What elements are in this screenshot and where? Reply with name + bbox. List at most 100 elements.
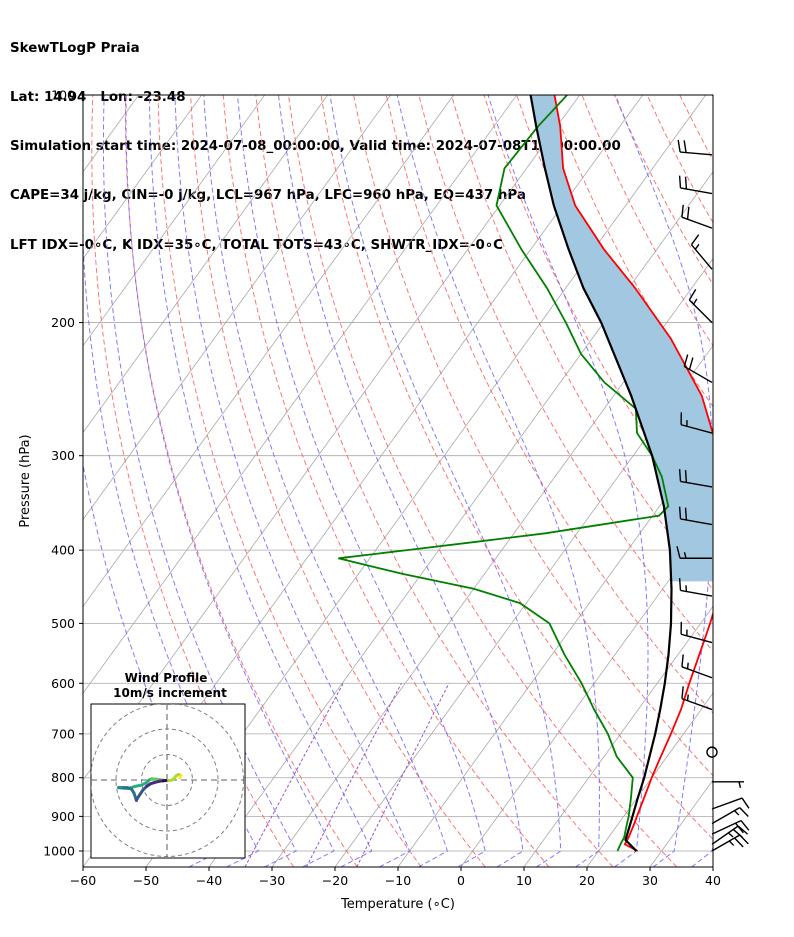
mixing-ratio-line [244, 683, 344, 867]
x-tick-label: −20 [322, 873, 348, 888]
dry-adiabat [483, 95, 713, 530]
moist-adiabat [614, 95, 713, 867]
dry-adiabat [190, 95, 486, 867]
isotherm-line [0, 95, 76, 867]
title-times: Simulation start time: 2024-07-08_00:00:… [10, 139, 621, 155]
dry-adiabat [222, 95, 550, 867]
wind-barbs [676, 139, 750, 852]
x-tick-label: 10 [516, 873, 532, 888]
dry-adiabat [745, 95, 794, 867]
x-tick-label: −50 [133, 873, 159, 888]
wind-barb [711, 797, 750, 810]
dry-adiabat [711, 95, 713, 98]
hodograph-plot [91, 704, 245, 858]
moist-adiabat [396, 95, 600, 867]
wind-barb [681, 204, 713, 229]
isotherm-line [83, 95, 329, 434]
x-tick-label: 30 [642, 873, 658, 888]
dry-adiabat [778, 95, 794, 867]
parcel-line [529, 95, 673, 852]
isotherm-line [0, 95, 13, 867]
isotherm-line [83, 95, 455, 607]
y-tick-label: 500 [51, 616, 75, 631]
hodograph-inset: Wind Profile 10m/s increment [90, 671, 246, 859]
dry-adiabat [450, 95, 713, 591]
y-axis-label: Pressure (hPa) [18, 434, 33, 527]
moist-adiabat [487, 95, 649, 867]
moist-adiabat [125, 95, 335, 867]
isotherm-line [334, 344, 713, 867]
isotherm-line [83, 95, 392, 521]
wind-barb [712, 781, 744, 788]
isotherm-line [523, 605, 713, 867]
dry-adiabat [91, 95, 294, 867]
moist-adiabat [83, 462, 222, 867]
moist-adiabat [148, 95, 373, 867]
y-tick-label: 600 [51, 676, 75, 691]
isotherm-line [208, 171, 713, 867]
y-tick-label: 400 [51, 543, 75, 558]
wind-barb [683, 354, 713, 384]
title-indices: LFT IDX=-0∘C, K IDX=35∘C, TOTAL TOTS=43∘… [10, 237, 503, 253]
isotherm-line [712, 866, 713, 867]
y-tick-label: 100 [51, 88, 75, 103]
dry-adiabat [287, 95, 678, 867]
profile-lines [338, 95, 713, 852]
isotherm-line [83, 95, 266, 347]
moist-adiabat [329, 95, 562, 867]
wind-barb [680, 621, 713, 644]
dewpoint-line [338, 95, 670, 852]
isotherm-line [397, 431, 713, 867]
background-grid [0, 95, 794, 867]
wind-barb [677, 139, 713, 156]
cape-shading [530, 95, 713, 582]
wind-barb [711, 806, 749, 825]
wind-barb [678, 506, 713, 526]
title-station: SkewTLogP Praia [10, 40, 140, 56]
wind-barb-calm [706, 746, 718, 758]
y-tick-label: 700 [51, 726, 75, 741]
moist-adiabat [102, 95, 297, 867]
mixing-ratio-line [305, 683, 402, 867]
title-location: Lat: 14.94 Lon: -23.48 [10, 90, 186, 106]
x-tick-label: −30 [259, 873, 285, 888]
x-tick-label: 0 [457, 873, 465, 888]
cape-area [530, 95, 713, 582]
moist-adiabat [174, 95, 411, 867]
y-tick-label: 200 [51, 315, 75, 330]
wind-barb [711, 819, 750, 835]
y-tick-label: 300 [51, 448, 75, 463]
wind-barb [681, 686, 713, 711]
hodograph-subtitle: 10m/s increment [113, 686, 227, 700]
chart-title-block: SkewTLogP Praia Lat: 14.94 Lon: -23.48 S… [10, 8, 621, 271]
mixing-ratio-line [356, 683, 450, 867]
wind-barb [688, 288, 713, 324]
wind-barb [678, 469, 713, 488]
x-tick-label: −60 [70, 873, 96, 888]
x-axis-label: Temperature (∘C) [340, 897, 455, 912]
wind-barb [678, 175, 713, 195]
isotherm-line [271, 258, 713, 867]
wind-barb [711, 834, 749, 852]
dry-adiabat [385, 95, 713, 714]
wind-barb [690, 234, 713, 270]
dry-adiabat [157, 95, 422, 867]
moist-adiabat [203, 95, 448, 867]
dry-adiabat [353, 95, 713, 777]
temperature-line [553, 95, 713, 852]
dry-adiabat [320, 95, 713, 840]
hodograph-title: Wind Profile [125, 671, 208, 685]
x-tick-label: −40 [196, 873, 222, 888]
wind-barb [680, 412, 713, 434]
dry-adiabat [418, 95, 713, 652]
x-tick-label: 20 [579, 873, 595, 888]
axes: −60 −50 −40 −30 −20 −10 0 10 20 30 40 100 200 300 400 5… [43, 88, 721, 889]
wind-barb [678, 578, 713, 597]
y-tick-label: 1000 [43, 843, 75, 858]
y-tick-label: 900 [51, 809, 75, 824]
x-tick-label: 40 [705, 873, 721, 888]
dry-adiabat [124, 95, 358, 867]
isotherm-line [460, 518, 713, 867]
wind-barb [676, 546, 712, 559]
